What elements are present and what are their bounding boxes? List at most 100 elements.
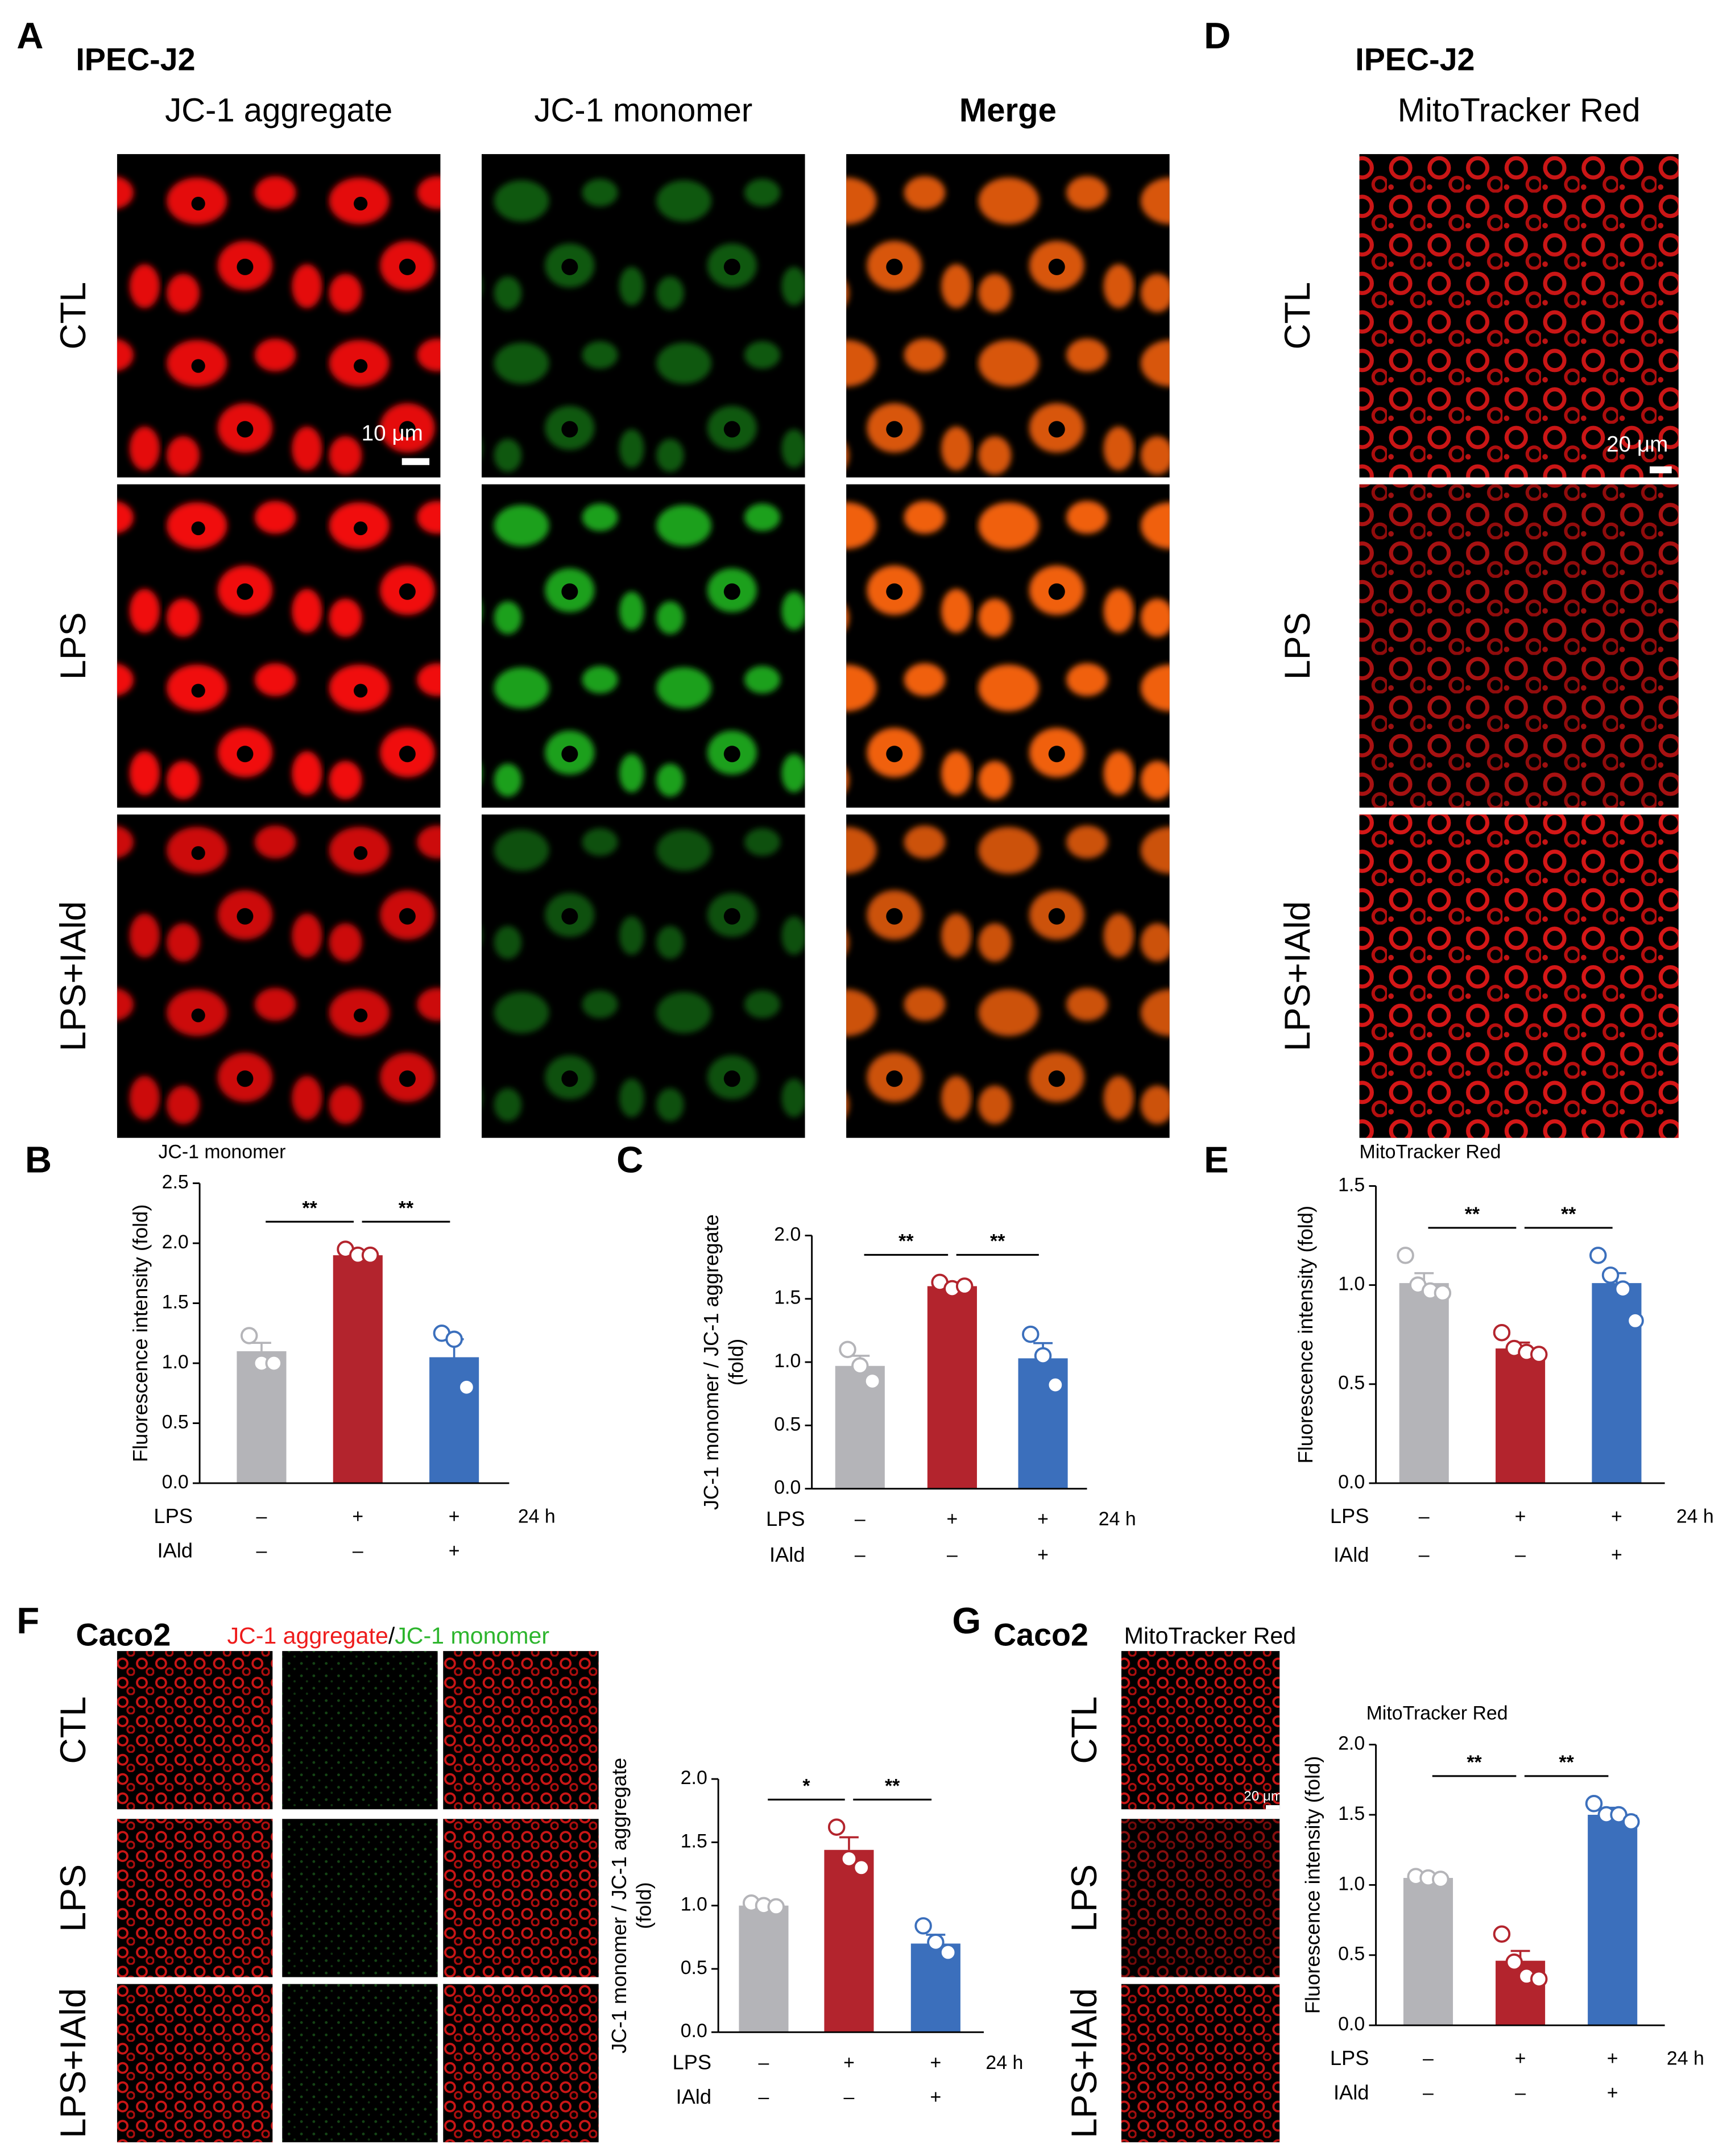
cell-line: Caco2: [993, 1617, 1088, 1653]
error-bar: [839, 1836, 859, 1850]
row-label: LPS: [1065, 1864, 1104, 1932]
micrograph-signal: [117, 1984, 273, 2142]
micrograph-signal: [1121, 1819, 1280, 1977]
micrograph-signal: [282, 1651, 438, 1810]
panel-letter: E: [1204, 1139, 1229, 1181]
micrograph-signal: [482, 484, 805, 808]
data-point: [851, 1357, 869, 1375]
y-axis-label: Fluorescence intensity (fold): [129, 1205, 152, 1463]
treatment-sign: +: [1607, 2048, 1618, 2070]
y-axis-label: JC-1 monomer / JC-1 aggregate: [699, 1214, 723, 1510]
y-tick-label: 1.0: [1338, 1273, 1365, 1295]
treatment-sign: +: [1607, 2082, 1618, 2104]
data-point: [1022, 1325, 1040, 1343]
y-tick-label: 0.5: [1338, 1943, 1365, 1965]
y-tick-label: 2.0: [1338, 1733, 1365, 1754]
data-point: [927, 1933, 945, 1951]
treatment-sign: +: [449, 1540, 460, 1562]
micrograph-signal: [482, 814, 805, 1138]
y-tick-label: 0.0: [162, 1471, 189, 1493]
row-label: LPS: [53, 612, 93, 680]
bar: [1496, 1348, 1546, 1483]
bar: [237, 1351, 287, 1483]
bar: [1399, 1283, 1449, 1483]
treatment-sign: –: [759, 2052, 769, 2074]
treatment-sign: –: [1515, 2082, 1526, 2104]
micrograph-signal: [482, 154, 805, 478]
micrograph-signal: [282, 1819, 438, 1977]
micrograph-signal: [1121, 1984, 1280, 2142]
data-point: [839, 1340, 856, 1359]
time-label: 24 h: [1667, 2048, 1704, 2070]
y-tick-label: 0.5: [774, 1413, 801, 1435]
row-label: CTL: [53, 282, 93, 350]
treatment-sign: –: [1515, 1544, 1526, 1566]
panel-letter: D: [1204, 15, 1231, 56]
channel-label-part: JC-1 aggregate: [227, 1623, 388, 1649]
chart-title: MitoTracker Red: [1360, 1141, 1501, 1162]
data-point: [852, 1859, 870, 1877]
bar: [739, 1905, 789, 2033]
data-point: [1434, 1284, 1452, 1302]
significance-label: **: [1467, 1752, 1482, 1773]
y-tick-label: 1.0: [681, 1894, 707, 1915]
cell-line: IPEC-J2: [76, 42, 195, 77]
data-point: [1530, 1970, 1548, 1988]
treatment-sign: –: [1419, 1505, 1430, 1527]
treatment-sign: –: [353, 1540, 363, 1562]
y-tick-label: 0.0: [681, 2020, 707, 2042]
significance-label: **: [1559, 1752, 1574, 1773]
micrograph-signal: [1359, 484, 1679, 808]
data-point: [840, 1850, 858, 1868]
channel-label: JC-1 monomer: [534, 92, 752, 129]
scale-bar: [1649, 466, 1672, 474]
treatment-sign: +: [449, 1505, 460, 1527]
significance-label: *: [802, 1775, 810, 1797]
channel-label-part: JC-1 monomer: [395, 1623, 549, 1649]
chart-title: MitoTracker Red: [1366, 1702, 1508, 1724]
data-point: [1530, 1346, 1548, 1363]
chart-title: JC-1 monomer: [158, 1141, 285, 1162]
y-tick-label: 1.5: [774, 1287, 801, 1309]
y-tick-label: 1.0: [774, 1350, 801, 1372]
significance-label: **: [1561, 1203, 1576, 1225]
treatment-name: IAld: [769, 1543, 805, 1566]
y-axis-label: (fold): [724, 1339, 748, 1386]
error-bar: [252, 1342, 271, 1351]
micrograph-signal: [443, 1984, 599, 2142]
data-point: [265, 1354, 283, 1372]
cell-line: IPEC-J2: [1355, 42, 1475, 77]
micrograph-signal: [1359, 154, 1679, 478]
panel-letter: G: [952, 1600, 981, 1641]
y-tick-label: 1.0: [1338, 1873, 1365, 1894]
treatment-sign: –: [1423, 2048, 1434, 2070]
data-point: [1601, 1266, 1620, 1284]
data-point: [863, 1372, 881, 1390]
data-point: [767, 1898, 785, 1916]
scale-bar-label: 20 μm: [1244, 1789, 1282, 1804]
treatment-sign: –: [1419, 1544, 1430, 1566]
treatment-name: LPS: [154, 1504, 193, 1528]
data-point: [1614, 1280, 1632, 1298]
data-point: [1505, 1953, 1523, 1971]
data-point: [445, 1330, 463, 1348]
significance-label: **: [885, 1775, 900, 1797]
y-tick-label: 2.0: [681, 1767, 707, 1789]
y-tick-label: 0.5: [1338, 1372, 1365, 1394]
treatment-name: IAld: [157, 1539, 192, 1562]
micrograph-signal: [117, 1819, 273, 1977]
micrograph-signal: [117, 1651, 273, 1810]
bar: [1403, 1878, 1453, 2026]
y-tick-label: 2.5: [162, 1172, 189, 1193]
data-point: [939, 1943, 957, 1961]
treatment-sign: –: [1423, 2082, 1434, 2104]
data-point: [1493, 1323, 1511, 1342]
y-axis-label: (fold): [632, 1882, 655, 1929]
treatment-name: LPS: [672, 2050, 711, 2074]
significance-label: **: [302, 1197, 317, 1219]
data-point: [361, 1246, 379, 1264]
treatment-sign: +: [947, 1508, 958, 1530]
micrograph-signal: [117, 484, 441, 808]
panel-letter: F: [16, 1600, 39, 1641]
micrograph-signal: [846, 154, 1170, 478]
